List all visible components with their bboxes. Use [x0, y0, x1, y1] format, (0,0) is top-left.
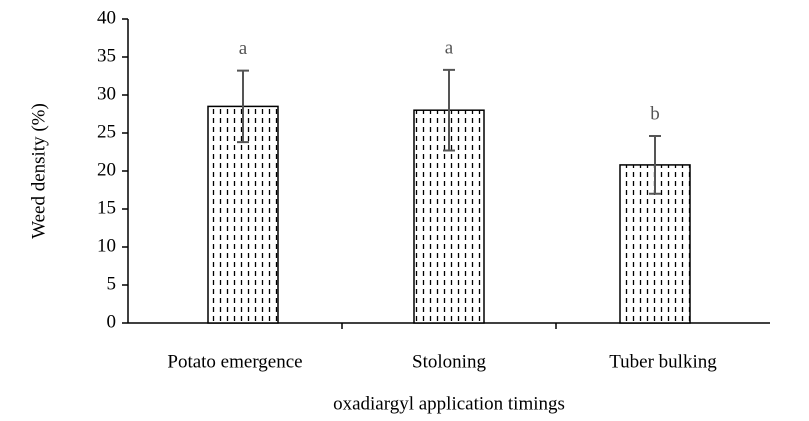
- y-tick-label: 25: [97, 121, 116, 142]
- x-tick-label: Stoloning: [412, 351, 486, 372]
- y-tick-label: 10: [97, 235, 116, 256]
- y-tick-label: 30: [97, 83, 116, 104]
- x-axis-label: oxadiargyl application timings: [333, 393, 565, 414]
- y-tick-label: 0: [107, 311, 117, 332]
- y-tick-label: 5: [107, 273, 117, 294]
- x-tick-label: Potato emergence: [167, 351, 302, 372]
- y-tick-label: 40: [97, 7, 116, 28]
- error-bar: [443, 68, 455, 152]
- x-tick-label: Tuber bulking: [609, 351, 717, 372]
- annotation: a: [239, 38, 248, 59]
- annotation: a: [445, 37, 454, 58]
- y-tick-label: 15: [97, 197, 116, 218]
- y-tick-label: 35: [97, 45, 116, 66]
- error-bar: [649, 135, 661, 195]
- annotation: b: [650, 103, 660, 124]
- y-axis-label: Weed density (%): [28, 103, 49, 239]
- y-tick-label: 20: [97, 159, 116, 180]
- error-bar: [237, 69, 249, 144]
